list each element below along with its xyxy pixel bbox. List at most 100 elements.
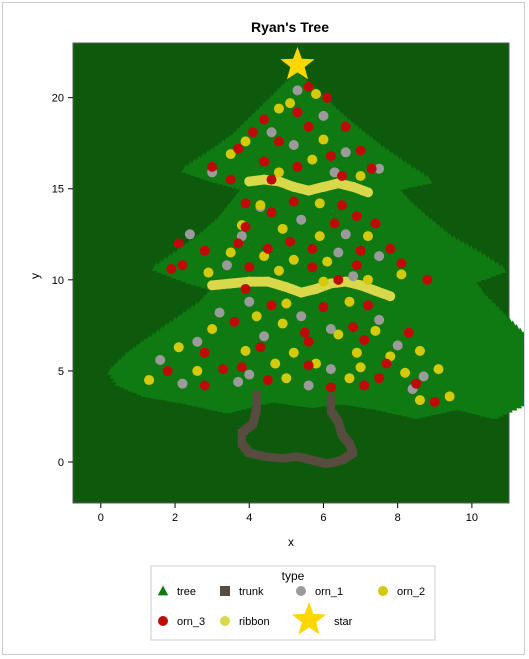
orn3-ornament (348, 322, 359, 333)
orn1-ornament (374, 314, 385, 325)
orn1-ornament (418, 371, 429, 382)
orn2-ornament (255, 200, 266, 211)
orn3-ornament (340, 121, 351, 132)
orn3-ornament (173, 238, 184, 249)
legend-item-trunk: trunk (220, 586, 264, 598)
orn3-ornament (403, 327, 414, 338)
orn3-ornament (351, 260, 362, 271)
legend-label: orn_1 (315, 586, 343, 598)
tree-marker (185, 160, 196, 170)
tree-marker (165, 253, 175, 263)
tree-marker (183, 307, 193, 317)
tree-marker (178, 310, 189, 320)
tree-marker (413, 168, 424, 178)
tree-marker (187, 304, 198, 314)
orn3-ornament (229, 316, 240, 327)
tree-marker (194, 155, 204, 165)
legend-item-orn3: orn_3 (158, 616, 205, 628)
orn3-ornament (325, 382, 336, 393)
orn1-ornament (244, 296, 255, 307)
x-tick-label: 10 (466, 512, 478, 524)
star-marker (280, 46, 315, 80)
y-tick-label: 15 (52, 184, 64, 196)
orn3-ornament (177, 260, 188, 271)
orn1-ornament (259, 331, 270, 342)
orn3-ornament (359, 334, 370, 345)
tree-marker (203, 150, 213, 160)
orn2-ornament (207, 324, 218, 335)
legend-item-star: star (291, 602, 353, 635)
orn1-ornament (374, 163, 385, 174)
orn3-ornament (299, 327, 310, 338)
orn2-ornament (277, 318, 288, 329)
orn3-ornament (385, 243, 396, 254)
tree-marker (165, 319, 176, 329)
orn3-ornament (337, 200, 348, 211)
tree-marker (191, 301, 202, 311)
legend-label: star (334, 616, 353, 628)
orn2-ornament (273, 103, 284, 114)
orn2-ornament (144, 375, 155, 386)
orn3-ornament (266, 207, 277, 218)
orn2-ornament (288, 254, 299, 265)
orn1-ornament (348, 271, 359, 282)
orn3-ornament (244, 262, 255, 273)
orn1-ornament (292, 85, 303, 96)
orn1-ornament (333, 247, 344, 258)
orn3-ornament (351, 211, 362, 222)
orn1-ornament (155, 354, 166, 365)
orn3-ornament (207, 161, 218, 172)
orn3-ornament (374, 373, 385, 384)
orn1-ornament (325, 324, 336, 335)
orn3-ornament (218, 364, 229, 375)
orn3-ornament (247, 127, 258, 138)
orn2-ornament (362, 231, 373, 242)
orn3-ornament (366, 163, 377, 174)
orn3-ornament (199, 380, 210, 391)
orn1-ornament (233, 376, 244, 387)
y-tick-label: 5 (58, 366, 64, 378)
orn3-ornament (303, 336, 314, 347)
legend-items: tree trunk orn_1 orn_2 orn_3 ribbon star (157, 585, 425, 635)
orn2-ornament (362, 274, 373, 285)
legend-label: tree (177, 586, 196, 598)
orn3-ornament (233, 143, 244, 154)
orn3-ornament (285, 236, 296, 247)
legend-label: ribbon (239, 616, 270, 628)
orn2-ornament (281, 298, 292, 309)
legend-label: trunk (239, 586, 264, 598)
ribbon-marker (385, 291, 396, 302)
legend-label: orn_3 (177, 616, 205, 628)
tree-marker (169, 250, 180, 260)
tree-marker (144, 334, 154, 344)
orn3-ornament (429, 396, 440, 407)
tree-marker (289, 73, 299, 83)
tree-marker (152, 328, 163, 338)
legend-box (150, 565, 436, 641)
orn3-ornament (255, 342, 266, 353)
legend-item-ribbon: ribbon (220, 616, 270, 628)
orn3-ornament (273, 136, 284, 147)
orn2-ornament (400, 367, 411, 378)
orn1-ornament (214, 307, 225, 318)
orn3-ornament (240, 283, 251, 294)
orn1-ornament (288, 140, 299, 151)
orn3-ornament (162, 365, 173, 376)
tree-marker (160, 256, 171, 266)
orn1-ornament (296, 214, 307, 225)
orn3-ornament (396, 258, 407, 269)
orn2-ornament (270, 358, 281, 369)
tree-marker (181, 163, 191, 173)
orn3-ornament (266, 174, 277, 185)
orn1-ornament (177, 378, 188, 389)
orn2-ornament (444, 391, 455, 402)
orn2-ornament (285, 98, 296, 109)
x-tick-label: 2 (172, 512, 178, 524)
orn3-ornament (370, 218, 381, 229)
orn2-ornament (370, 325, 381, 336)
orn2-ornament (251, 311, 262, 322)
orn2-ornament (351, 347, 362, 358)
x-tick-label: 4 (246, 512, 252, 524)
legend-square-icon (220, 586, 230, 596)
legend-triangle-icon (157, 585, 169, 596)
